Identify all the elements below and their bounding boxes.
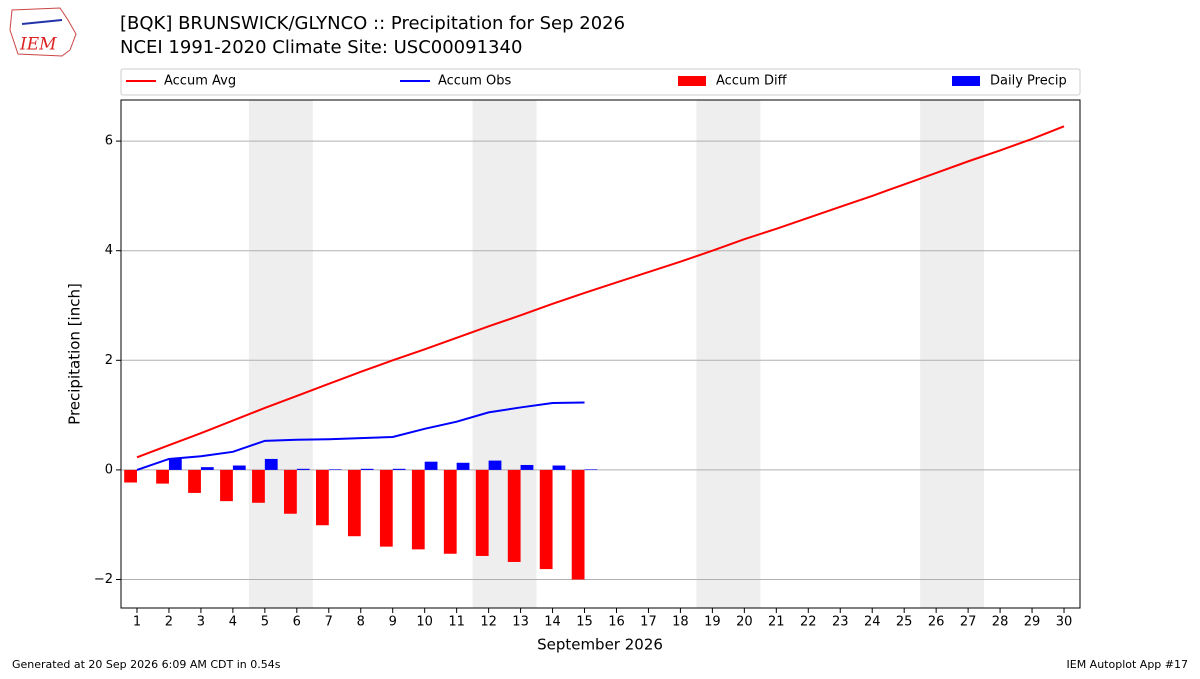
x-tick-label: 21 <box>768 615 785 630</box>
y-tick-label: 0 <box>105 462 113 477</box>
logo-text: IEM <box>19 35 57 55</box>
bar <box>168 458 182 470</box>
x-tick-label: 1 <box>133 615 141 630</box>
line <box>136 401 585 471</box>
x-tick-label: 14 <box>544 615 561 630</box>
bar <box>392 468 406 470</box>
bar <box>264 458 278 470</box>
line <box>136 125 1065 459</box>
x-tick-label: 27 <box>960 615 977 630</box>
x-tick-label: 12 <box>480 615 497 630</box>
footer-left: Generated at 20 Sep 2026 6:09 AM CDT in … <box>12 658 281 671</box>
x-tick-label: 20 <box>736 615 753 630</box>
weekend-shade <box>920 100 985 608</box>
bar <box>456 462 470 470</box>
x-tick-label: 17 <box>640 615 657 630</box>
x-tick-label: 15 <box>576 615 593 630</box>
x-tick-label: 13 <box>512 615 529 630</box>
bar <box>584 469 598 470</box>
bar <box>507 469 521 562</box>
bar <box>539 469 553 570</box>
bar <box>315 469 329 526</box>
y-tick-label: 2 <box>105 353 113 368</box>
x-tick-label: 3 <box>197 615 205 630</box>
bar <box>488 460 502 470</box>
y-tick-label: 6 <box>105 134 113 149</box>
logo-outline <box>9 7 77 57</box>
legend-swatch <box>952 76 980 86</box>
x-tick-label: 5 <box>261 615 269 630</box>
bar <box>347 469 361 537</box>
y-tick-label: 4 <box>105 243 113 258</box>
chart-title: [BQK] BRUNSWICK/GLYNCO :: Precipitation … <box>120 13 625 34</box>
bar <box>552 465 566 470</box>
y-axis-label: Precipitation [inch] <box>66 283 84 425</box>
legend-swatch <box>678 76 706 86</box>
x-tick-label: 6 <box>293 615 301 630</box>
weekend-shade <box>696 100 761 608</box>
bar <box>284 469 297 514</box>
bar <box>475 469 489 556</box>
bar <box>252 469 265 503</box>
bar <box>520 464 534 470</box>
x-tick-label: 9 <box>389 615 397 630</box>
legend-label: Accum Obs <box>438 74 511 89</box>
x-tick-label: 28 <box>992 615 1009 630</box>
x-tick-label: 7 <box>325 615 333 630</box>
x-tick-label: 23 <box>832 615 849 630</box>
plot-frame <box>120 99 1081 609</box>
bar <box>296 468 310 470</box>
x-tick-label: 30 <box>1056 615 1073 630</box>
x-tick-label: 22 <box>800 615 817 630</box>
bar <box>232 465 246 470</box>
x-tick-label: 19 <box>704 615 721 630</box>
bar <box>220 469 233 502</box>
x-tick-label: 16 <box>608 615 625 630</box>
bar <box>411 469 425 550</box>
bar <box>571 469 585 580</box>
legend-label: Accum Avg <box>164 74 236 89</box>
bar <box>443 469 457 554</box>
weekend-shade <box>248 100 313 608</box>
x-tick-label: 4 <box>229 615 237 630</box>
x-tick-label: 26 <box>928 615 945 630</box>
y-tick-label: −2 <box>94 572 113 587</box>
x-tick-label: 11 <box>448 615 465 630</box>
x-tick-label: 24 <box>864 615 881 630</box>
logo: IEM <box>9 7 77 57</box>
bar <box>379 469 393 547</box>
chart-subtitle: NCEI 1991-2020 Climate Site: USC00091340 <box>120 37 522 58</box>
x-axis-label: September 2026 <box>537 636 663 654</box>
legend-label: Accum Diff <box>716 74 788 89</box>
x-tick-label: 18 <box>672 615 689 630</box>
bar <box>156 469 169 484</box>
bar <box>328 469 342 470</box>
logo-icon <box>21 19 63 25</box>
bar <box>360 468 374 470</box>
bar <box>124 469 137 483</box>
x-tick-label: 29 <box>1024 615 1041 630</box>
x-tick-label: 2 <box>165 615 173 630</box>
footer-right: IEM Autoplot App #17 <box>1067 658 1189 671</box>
bar <box>188 469 201 493</box>
legend-box <box>120 68 1081 96</box>
legend-label: Daily Precip <box>990 74 1067 89</box>
x-tick-label: 8 <box>357 615 365 630</box>
x-tick-label: 25 <box>896 615 913 630</box>
bar <box>424 461 438 470</box>
bar <box>200 467 214 470</box>
x-tick-label: 10 <box>416 615 433 630</box>
